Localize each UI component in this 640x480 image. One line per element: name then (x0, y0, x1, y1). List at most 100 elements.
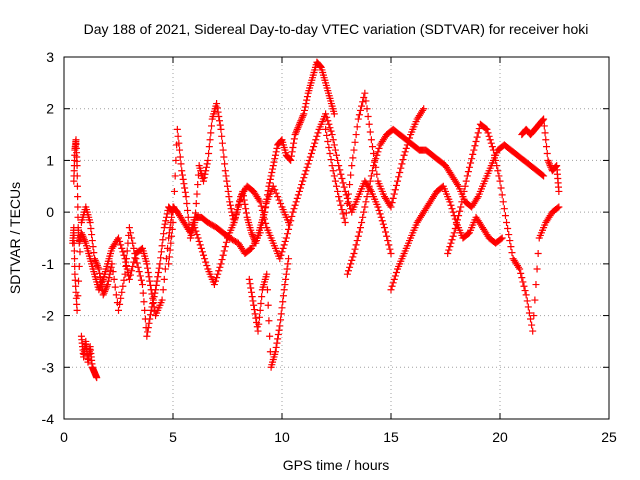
data-point (399, 156, 407, 164)
data-point (313, 132, 321, 140)
data-point (349, 253, 357, 261)
data-point (146, 277, 154, 285)
data-point (137, 276, 145, 284)
data-point (122, 262, 130, 270)
data-point (74, 203, 82, 211)
data-point (325, 120, 333, 128)
data-point (107, 263, 115, 271)
data-point (343, 200, 351, 208)
data-point (334, 156, 342, 164)
data-point (267, 172, 275, 180)
data-point (257, 300, 265, 308)
data-point (355, 228, 363, 236)
data-point (492, 156, 500, 164)
data-point (261, 215, 269, 223)
data-point (266, 332, 274, 340)
data-point (463, 172, 471, 180)
data-point (227, 205, 235, 213)
data-point (165, 260, 173, 268)
data-point (312, 136, 320, 144)
data-point (255, 313, 263, 321)
data-point (448, 205, 456, 213)
data-point (214, 270, 222, 278)
data-point (258, 293, 266, 301)
data-point (70, 247, 78, 255)
data-point (196, 241, 204, 249)
data-point (72, 288, 80, 296)
data-point (159, 236, 167, 244)
data-point (278, 304, 286, 312)
data-point (304, 160, 312, 168)
series-track-7 (322, 89, 428, 226)
data-point (145, 319, 153, 327)
data-point (370, 162, 378, 170)
data-point (154, 268, 162, 276)
data-point (402, 144, 410, 152)
data-point (201, 255, 209, 263)
data-point (367, 136, 375, 144)
data-point (246, 280, 254, 288)
data-point (296, 119, 304, 127)
data-point (455, 212, 463, 220)
data-point (528, 321, 536, 329)
data-point (115, 234, 122, 242)
data-point (159, 286, 167, 294)
data-point (539, 116, 547, 124)
data-point (392, 181, 400, 189)
data-point (203, 160, 211, 168)
data-point (235, 197, 243, 205)
data-point (522, 291, 530, 299)
data-point (197, 244, 205, 252)
data-point (81, 237, 89, 245)
data-point (144, 328, 152, 336)
data-point (361, 203, 369, 211)
data-point (216, 121, 224, 129)
data-point (498, 191, 506, 199)
data-point (555, 187, 563, 195)
data-point (356, 224, 364, 232)
data-point (363, 193, 371, 201)
data-point (139, 289, 147, 297)
data-point (262, 200, 270, 208)
x-axis-label: GPS time / hours (283, 457, 390, 473)
data-point (344, 198, 352, 206)
data-point (73, 300, 81, 308)
data-point (178, 167, 186, 175)
data-point (389, 194, 397, 202)
data-point (170, 187, 178, 195)
data-point (149, 296, 157, 304)
data-point (194, 181, 202, 189)
data-point (134, 263, 142, 271)
data-point (145, 273, 153, 281)
data-point (269, 165, 277, 173)
series-track-2 (69, 203, 177, 340)
data-point (359, 213, 367, 221)
data-point (160, 224, 168, 232)
data-point (150, 293, 158, 301)
series-track-6 (245, 255, 293, 371)
data-point (391, 272, 399, 280)
data-point (447, 239, 455, 247)
data-point (360, 208, 368, 216)
data-point (350, 250, 358, 258)
data-point (73, 162, 81, 170)
data-point (263, 270, 271, 278)
data-point (104, 277, 112, 285)
data-point (213, 104, 221, 112)
data-point (70, 239, 78, 247)
data-point (271, 155, 279, 163)
data-point (331, 177, 339, 185)
data-point (533, 265, 541, 273)
data-point (389, 279, 397, 287)
data-point (503, 218, 511, 226)
data-point (122, 255, 130, 263)
data-point (299, 177, 307, 185)
data-point (92, 258, 100, 266)
data-point (333, 182, 340, 190)
data-point (298, 181, 306, 189)
data-point (144, 264, 152, 272)
data-point (301, 103, 309, 111)
data-point (317, 62, 325, 70)
data-point (119, 248, 127, 256)
data-point (194, 234, 202, 242)
